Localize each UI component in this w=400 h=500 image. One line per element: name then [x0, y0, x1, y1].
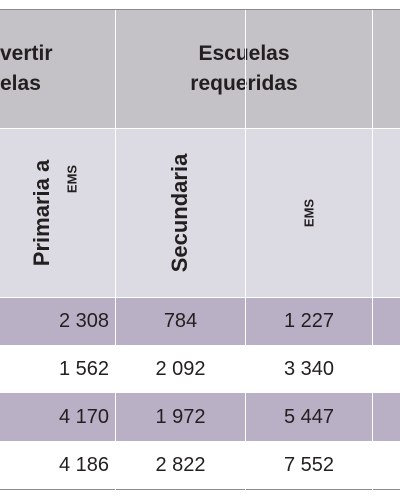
header-cell: Escuelas requeridas	[116, 10, 372, 128]
subheader-cell: EMS	[246, 129, 372, 297]
empty-cell	[373, 298, 400, 345]
top-rule	[0, 9, 400, 10]
column-rule	[245, 10, 246, 490]
table-cell: 1 972	[116, 394, 245, 441]
row-rule	[0, 393, 400, 394]
row-rule	[0, 441, 400, 442]
header-text: Escuelas	[198, 42, 290, 65]
table-cell: 2 092	[116, 346, 245, 393]
table-cell: 784	[116, 298, 245, 345]
row-rule	[0, 345, 400, 346]
table-cell: 2 822	[116, 442, 245, 489]
empty-cell	[373, 442, 400, 489]
table-cell: 1 227	[246, 298, 372, 345]
header-text: vertir	[0, 42, 53, 65]
table-cell: 2 308	[0, 298, 115, 345]
header-cell	[373, 10, 400, 128]
subheader-cell: Secundaria	[116, 129, 245, 297]
header-cell: vertir elas	[0, 10, 115, 128]
subheader-cell	[373, 129, 400, 297]
subheader-text: EMS	[301, 198, 317, 228]
table-cell: 3 340	[246, 346, 372, 393]
header-text: requeridas	[190, 72, 298, 95]
column-rule	[115, 10, 116, 490]
table-cell: 7 552	[246, 442, 372, 489]
header-text: elas	[0, 72, 41, 95]
table-cell: 1 562	[0, 346, 115, 393]
empty-cell	[373, 346, 400, 393]
empty-cell	[373, 394, 400, 441]
bottom-rule	[0, 489, 400, 490]
table-cell: 4 170	[0, 394, 115, 441]
subheader-cell: Primaria a EMS	[0, 129, 115, 297]
table-cell: 5 447	[246, 394, 372, 441]
subheader-text: Primaria a	[29, 159, 54, 267]
table-cell: 4 186	[0, 442, 115, 489]
subheader-text: Secundaria	[167, 153, 192, 273]
column-rule	[372, 10, 373, 490]
subheader-text: EMS	[64, 164, 80, 194]
